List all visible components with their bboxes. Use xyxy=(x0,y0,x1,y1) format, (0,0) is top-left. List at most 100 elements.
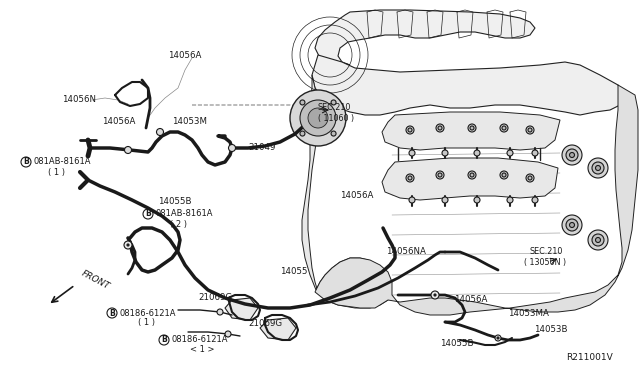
Circle shape xyxy=(474,150,480,156)
Circle shape xyxy=(507,197,513,203)
Circle shape xyxy=(434,294,436,296)
Circle shape xyxy=(124,241,132,249)
Circle shape xyxy=(595,237,600,243)
Circle shape xyxy=(217,309,223,315)
Polygon shape xyxy=(382,112,560,150)
Text: 14053MA: 14053MA xyxy=(508,308,549,317)
Text: 14053M: 14053M xyxy=(172,116,207,125)
Circle shape xyxy=(502,126,506,130)
Circle shape xyxy=(436,171,444,179)
Text: 21069G: 21069G xyxy=(198,294,232,302)
Text: 08186-6121A: 08186-6121A xyxy=(172,336,228,344)
Polygon shape xyxy=(312,55,625,115)
Circle shape xyxy=(566,219,578,231)
Circle shape xyxy=(436,124,444,132)
Circle shape xyxy=(308,108,328,128)
Text: SEC.210: SEC.210 xyxy=(530,247,563,257)
Circle shape xyxy=(588,158,608,178)
Polygon shape xyxy=(225,298,258,320)
Circle shape xyxy=(438,126,442,130)
Circle shape xyxy=(588,230,608,250)
Circle shape xyxy=(228,144,236,151)
Polygon shape xyxy=(315,85,638,315)
Text: SEC.210: SEC.210 xyxy=(318,103,351,112)
Text: 14056A: 14056A xyxy=(102,116,136,125)
Polygon shape xyxy=(315,10,535,65)
Text: ( 1 ): ( 1 ) xyxy=(48,167,65,176)
Circle shape xyxy=(225,331,231,337)
Text: 14056A: 14056A xyxy=(454,295,488,304)
Circle shape xyxy=(468,171,476,179)
Text: B: B xyxy=(145,209,151,218)
Text: B: B xyxy=(161,336,167,344)
Circle shape xyxy=(495,335,501,341)
Text: 14056NA: 14056NA xyxy=(386,247,426,257)
Circle shape xyxy=(408,176,412,180)
Text: R211001V: R211001V xyxy=(566,353,612,362)
Circle shape xyxy=(470,126,474,130)
Text: 14053B: 14053B xyxy=(534,326,568,334)
Circle shape xyxy=(528,176,532,180)
Polygon shape xyxy=(382,158,558,200)
Circle shape xyxy=(442,197,448,203)
Text: ( 2 ): ( 2 ) xyxy=(170,219,187,228)
Text: 21049: 21049 xyxy=(248,144,275,153)
Circle shape xyxy=(595,166,600,170)
Circle shape xyxy=(562,145,582,165)
Text: B: B xyxy=(109,308,115,317)
Polygon shape xyxy=(302,75,390,308)
Circle shape xyxy=(442,150,448,156)
Circle shape xyxy=(409,197,415,203)
Circle shape xyxy=(562,215,582,235)
Text: 21069G: 21069G xyxy=(248,320,282,328)
Circle shape xyxy=(570,153,575,157)
Text: 08186-6121A: 08186-6121A xyxy=(120,308,177,317)
Text: 14055: 14055 xyxy=(280,267,307,276)
Circle shape xyxy=(532,197,538,203)
Circle shape xyxy=(127,244,129,246)
Circle shape xyxy=(409,150,415,156)
Text: FRONT: FRONT xyxy=(80,269,111,291)
Circle shape xyxy=(331,100,336,105)
Circle shape xyxy=(431,291,439,299)
Circle shape xyxy=(300,131,305,136)
Circle shape xyxy=(406,174,414,182)
Text: 081AB-8161A: 081AB-8161A xyxy=(34,157,92,167)
Circle shape xyxy=(507,150,513,156)
Circle shape xyxy=(592,234,604,246)
Circle shape xyxy=(331,131,336,136)
Circle shape xyxy=(526,174,534,182)
Text: ( 13050N ): ( 13050N ) xyxy=(524,257,566,266)
Circle shape xyxy=(300,100,336,136)
Circle shape xyxy=(566,149,578,161)
Text: ( 1 ): ( 1 ) xyxy=(138,318,155,327)
Circle shape xyxy=(526,126,534,134)
Text: 14056A: 14056A xyxy=(340,192,373,201)
Circle shape xyxy=(502,173,506,177)
Circle shape xyxy=(497,337,499,339)
Circle shape xyxy=(592,162,604,174)
Text: 14056A: 14056A xyxy=(168,51,202,60)
Text: 14055B: 14055B xyxy=(440,340,474,349)
Circle shape xyxy=(528,128,532,132)
Circle shape xyxy=(125,147,131,154)
Circle shape xyxy=(468,124,476,132)
Text: 081AB-8161A: 081AB-8161A xyxy=(155,209,212,218)
Text: < 1 >: < 1 > xyxy=(190,346,214,355)
Circle shape xyxy=(300,100,305,105)
Circle shape xyxy=(406,126,414,134)
Circle shape xyxy=(474,197,480,203)
Text: 14055B: 14055B xyxy=(158,198,191,206)
Circle shape xyxy=(290,90,346,146)
Text: ( 11060 ): ( 11060 ) xyxy=(318,113,354,122)
Text: 14056N: 14056N xyxy=(62,96,96,105)
Circle shape xyxy=(438,173,442,177)
Polygon shape xyxy=(260,318,296,340)
Text: B: B xyxy=(23,157,29,167)
Circle shape xyxy=(500,124,508,132)
Circle shape xyxy=(532,150,538,156)
Circle shape xyxy=(470,173,474,177)
Circle shape xyxy=(408,128,412,132)
Circle shape xyxy=(500,171,508,179)
Circle shape xyxy=(570,222,575,228)
